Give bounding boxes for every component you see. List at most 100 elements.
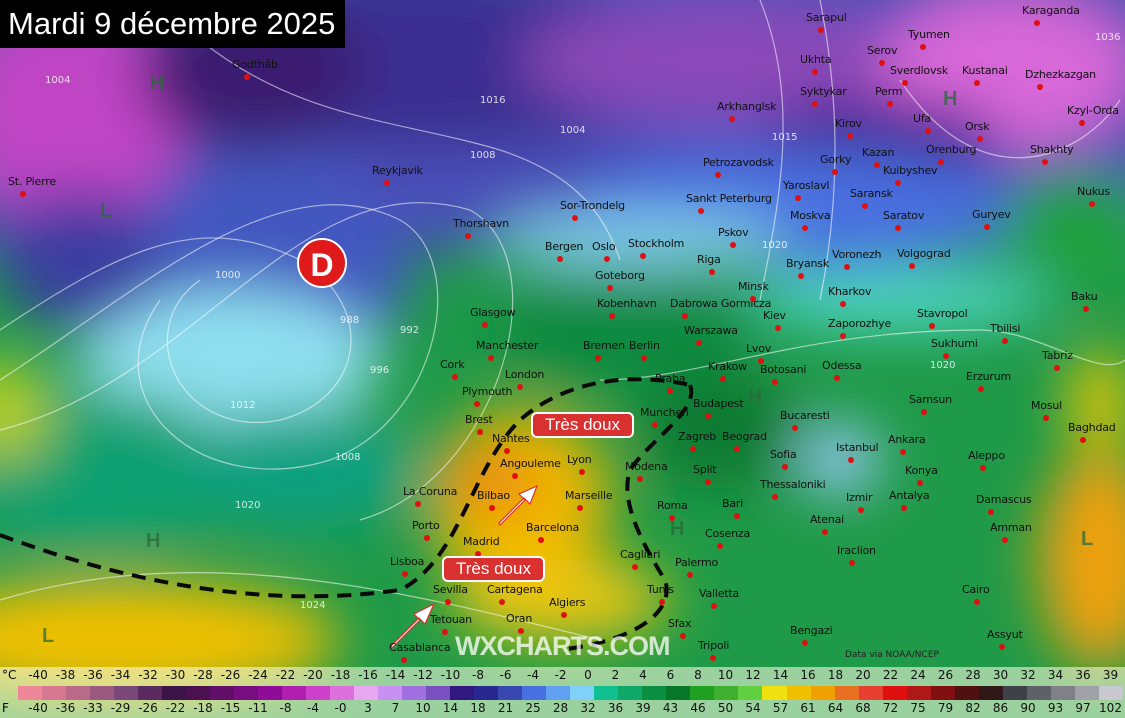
city-dot (512, 473, 518, 479)
city-dot (978, 386, 984, 392)
high-pressure-label: H (943, 88, 958, 110)
isobar-label: 1020 (930, 360, 956, 371)
city-dot (977, 136, 983, 142)
city-dot (895, 180, 901, 186)
city-dot (667, 388, 673, 394)
city-dot (847, 133, 853, 139)
city-label: Minsk (738, 280, 769, 293)
fahrenheit-tick-label: 72 (882, 701, 899, 715)
city-dot (577, 505, 583, 511)
fahrenheit-tick-label: 7 (391, 701, 400, 715)
city-dot (709, 269, 715, 275)
fahrenheit-tick-label: 25 (525, 701, 541, 715)
city-label: Sevilla (433, 583, 468, 596)
city-dot (710, 655, 716, 661)
color-swatch (666, 686, 691, 700)
celsius-tick-label: -40 (28, 668, 48, 682)
city-label: Assyut (987, 628, 1023, 641)
city-dot (659, 599, 665, 605)
city-dot (698, 208, 704, 214)
city-label: Marseille (565, 489, 613, 502)
city-label: Moskva (790, 209, 831, 222)
city-label: Thessaloniki (760, 478, 826, 491)
city-label: Kuibyshev (883, 164, 938, 177)
city-dot (680, 633, 686, 639)
city-label: Pskov (718, 226, 749, 239)
warm-zone-boundary (0, 377, 694, 652)
celsius-tick-label: 22 (882, 668, 899, 682)
city-label: Algiers (549, 596, 586, 609)
city-dot (557, 256, 563, 262)
city-label: Godthåb (232, 58, 278, 71)
fahrenheit-tick-label: -15 (220, 701, 241, 715)
celsius-scale: -40 -38 -36 -34 -32 -30 -28 -26 -24 -22 -20 -18 -16-… (0, 668, 1125, 684)
city-dot (901, 505, 907, 511)
fahrenheit-tick-label: 61 (800, 701, 816, 715)
city-dot (442, 629, 448, 635)
celsius-tick-label: 8 (694, 668, 702, 682)
color-scale (18, 686, 1123, 700)
city-dot (637, 476, 643, 482)
celsius-tick-label: -6 (499, 668, 512, 682)
city-label: Samsun (909, 393, 952, 406)
city-label: Baghdad (1068, 421, 1116, 434)
city-label: Nantes (492, 432, 530, 445)
low-pressure-label: L (42, 625, 55, 647)
city-dot (20, 191, 26, 197)
celsius-tick-label: 12 (745, 668, 761, 682)
fahrenheit-tick-label: -36 (55, 701, 76, 715)
city-label: Cairo (962, 583, 990, 596)
city-label: Sverdlovsk (890, 64, 948, 77)
city-label: Tyumen (908, 28, 950, 41)
city-dot (424, 535, 430, 541)
color-swatch (378, 686, 403, 700)
city-label: Modena (625, 460, 668, 473)
city-dot (482, 322, 488, 328)
fahrenheit-tick-label: 21 (497, 701, 514, 715)
city-label: Kustanai (962, 64, 1008, 77)
city-label: Orenburg (926, 143, 977, 156)
color-swatch (570, 686, 595, 700)
color-swatch (1026, 686, 1051, 700)
celsius-tick-label: -34 (110, 668, 131, 682)
city-label: Konya (905, 464, 938, 477)
city-label: Casablanca (389, 641, 451, 654)
city-dot (858, 507, 864, 513)
city-dot (715, 172, 721, 178)
isobars (0, 0, 1125, 641)
city-label: Madrid (463, 535, 500, 548)
isobar-label: 1004 (560, 125, 586, 136)
city-dot (1042, 159, 1048, 165)
city-label: Ankara (888, 433, 926, 446)
fahrenheit-tick-label: 102 (1099, 701, 1122, 715)
city-label: Erzurum (966, 370, 1012, 383)
city-dot (717, 543, 723, 549)
city-dot (988, 509, 994, 515)
city-dot (640, 253, 646, 259)
fahrenheit-tick-label: -40 (28, 701, 48, 715)
city-dot (909, 263, 915, 269)
fahrenheit-tick-label: -0 (334, 701, 347, 715)
city-dot (879, 60, 885, 66)
city-label: Kazan (862, 146, 895, 159)
city-dot (895, 225, 901, 231)
city-dot (729, 116, 735, 122)
celsius-tick-label: -22 (275, 668, 296, 682)
city-label: Dzhezkazgan (1025, 68, 1096, 81)
fahrenheit-tick-label: 10 (415, 701, 431, 715)
fahrenheit-tick-label: -18 (193, 701, 213, 715)
fahrenheit-tick-label: 39 (635, 701, 651, 715)
color-swatch (90, 686, 115, 700)
celsius-tick-label: -4 (527, 668, 539, 682)
city-dot (943, 353, 949, 359)
city-dot (900, 449, 906, 455)
city-dot (1080, 437, 1086, 443)
city-dot (1002, 338, 1008, 344)
city-dot (682, 313, 688, 319)
city-dot (848, 457, 854, 463)
celsius-tick-label: -18 (330, 668, 351, 682)
city-label: Beograd (722, 430, 767, 443)
city-label: Barcelona (526, 521, 580, 534)
arrow-icon (390, 602, 436, 650)
city-dot (499, 599, 505, 605)
